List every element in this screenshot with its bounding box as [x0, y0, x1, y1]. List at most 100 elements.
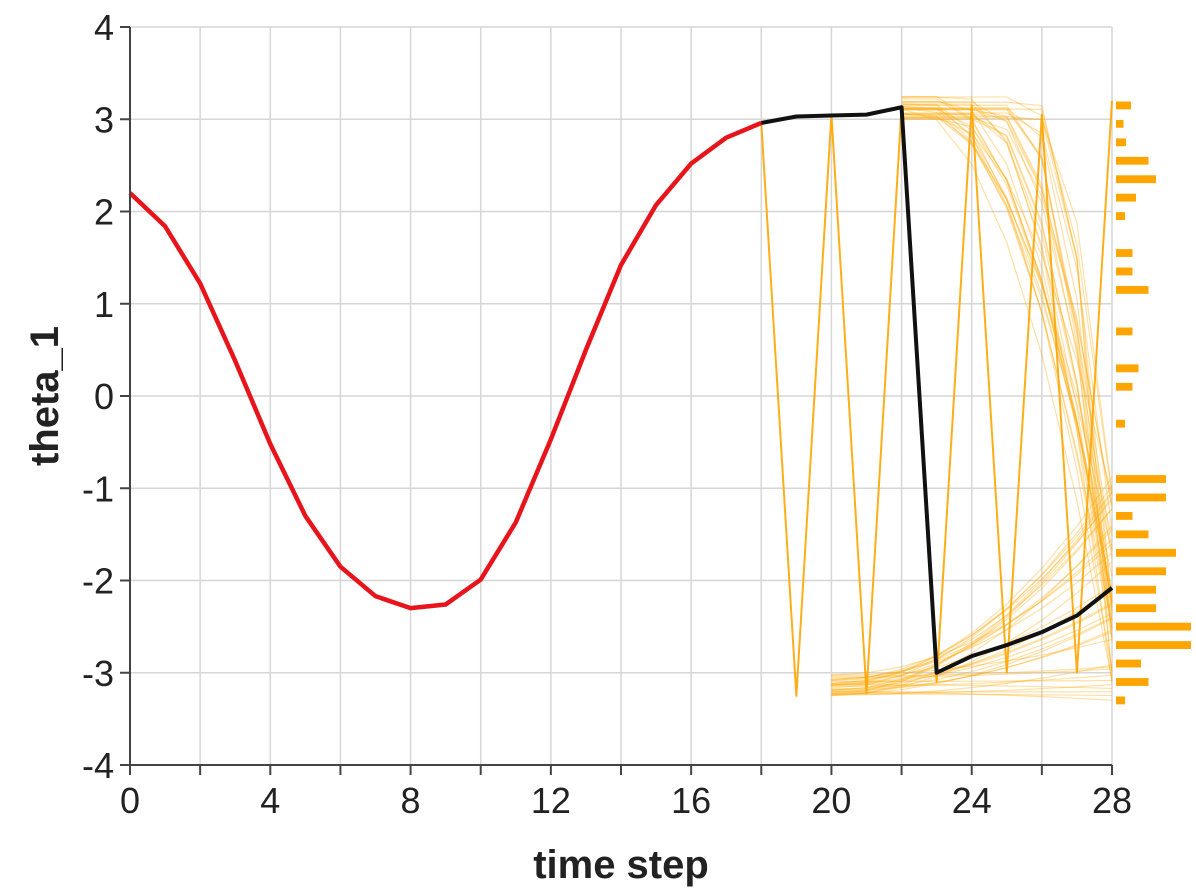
ensemble-line-lower [831, 668, 1113, 679]
ensemble-line-upper [901, 95, 1113, 602]
ensemble-line-lower [831, 679, 1113, 683]
x-tick-label: 28 [1092, 780, 1132, 821]
axes: 0 4 8 12 16 20 24 28 4 3 2 1 0 -1 -2 -3 -4 [82, 7, 1132, 821]
histogram-bar [1116, 622, 1191, 631]
histogram-bar [1116, 604, 1156, 613]
histogram-bar [1116, 193, 1136, 202]
histogram-bar [1116, 696, 1125, 705]
x-tick-label: 8 [401, 780, 421, 821]
y-axis-title: theta_1 [23, 326, 67, 466]
series-line-history [128, 120, 763, 611]
y-tick-label: 2 [94, 192, 114, 233]
ensemble-line-upper [901, 109, 1113, 550]
histogram-bar [1116, 285, 1149, 294]
ensemble-line-lower [831, 496, 1113, 695]
histogram-bar [1116, 493, 1166, 502]
ensemble-line-lower [831, 552, 1113, 680]
ensemble-line-lower [831, 485, 1113, 689]
grid [129, 26, 1113, 766]
ensemble-line-upper [901, 105, 1113, 593]
ensemble-line-upper [901, 118, 1113, 621]
histogram-bar [1116, 267, 1133, 276]
histogram-bar [1116, 567, 1166, 576]
ensemble-line-lower [831, 508, 1113, 692]
ensemble-line-upper [901, 113, 1113, 537]
ensemble-line-upper [901, 101, 1113, 559]
ensemble-line-lower [831, 543, 1113, 676]
ensemble-line-upper [901, 108, 1113, 681]
ensemble-line-upper [901, 106, 1113, 628]
histogram-bar [1116, 475, 1166, 483]
histogram-bar [1116, 156, 1149, 165]
histogram-bar [1116, 530, 1149, 539]
ensemble-line-lower [831, 684, 1113, 695]
ensemble-line-lower [831, 587, 1113, 690]
ensemble-line-lower [831, 477, 1113, 686]
ensemble-line-upper [901, 96, 1113, 496]
ensemble-line-upper [901, 107, 1113, 673]
ensemble-line-lower [831, 666, 1113, 677]
histogram-bar [1116, 364, 1139, 373]
ensemble-line-lower [831, 674, 1113, 688]
ensemble-line-lower [831, 604, 1113, 686]
histogram-bar [1116, 512, 1133, 520]
ensemble-line-lower [831, 561, 1113, 696]
ensemble-line-upper [901, 98, 1113, 597]
series-lines [128, 100, 1114, 697]
y-tick-label: 3 [94, 99, 114, 140]
ensemble-line-lower [831, 499, 1113, 682]
ensemble-line-lower [831, 629, 1113, 693]
ensemble-trajectories [831, 95, 1113, 701]
ensemble-line-upper [901, 112, 1113, 531]
ensemble-line-lower [831, 525, 1113, 697]
y-tick-label: 0 [94, 376, 114, 417]
ensemble-line-lower [831, 616, 1113, 691]
histogram-bar [1116, 548, 1176, 557]
ensemble-line-upper [901, 116, 1113, 506]
ensemble-line-upper [901, 109, 1113, 638]
histogram [1116, 101, 1191, 705]
ensemble-line-upper [901, 107, 1113, 604]
x-tick-label: 0 [120, 780, 140, 821]
ensemble-line-lower [831, 693, 1113, 697]
histogram-bar [1116, 138, 1126, 147]
ensemble-line-upper [901, 108, 1113, 604]
ensemble-line-upper [901, 113, 1113, 614]
histogram-bar [1116, 678, 1149, 686]
x-axis-title: time step [533, 843, 709, 887]
ensemble-line-lower [831, 664, 1113, 696]
ensemble-line-upper [901, 101, 1113, 642]
histogram-bar [1116, 175, 1156, 184]
ensemble-line-lower [831, 631, 1113, 692]
ensemble-line-upper [901, 107, 1113, 577]
ensemble-line-upper [901, 118, 1113, 629]
ensemble-line-lower [831, 683, 1113, 690]
y-tick-label: -4 [82, 745, 114, 786]
ensemble-line-lower [831, 602, 1113, 685]
histogram-bar [1116, 641, 1191, 649]
y-tick-label: 4 [94, 7, 114, 48]
ensemble-line-upper [901, 113, 1113, 603]
ensemble-line-upper [901, 117, 1113, 493]
y-tick-label: -1 [82, 468, 114, 509]
histogram-bar [1116, 119, 1124, 128]
ensemble-line-upper [901, 103, 1113, 671]
ensemble-line-lower [831, 491, 1113, 684]
ensemble-line-lower [831, 617, 1113, 695]
ensemble-line-lower [831, 691, 1113, 701]
ensemble-line-upper [901, 108, 1113, 508]
ensemble-line-upper [901, 116, 1113, 496]
y-tick-label: -3 [82, 653, 114, 694]
histogram-bar [1116, 585, 1156, 594]
ensemble-line-upper [901, 114, 1113, 608]
histogram-bar [1116, 212, 1125, 221]
series-line-ensemble-zigzag [760, 100, 1113, 697]
ensemble-line-lower [831, 539, 1113, 681]
ensemble-line-lower [831, 492, 1113, 694]
x-tick-label: 12 [531, 780, 571, 821]
x-tick-label: 24 [952, 780, 992, 821]
histogram-bar [1116, 101, 1131, 110]
ensemble-line-upper [901, 108, 1113, 681]
